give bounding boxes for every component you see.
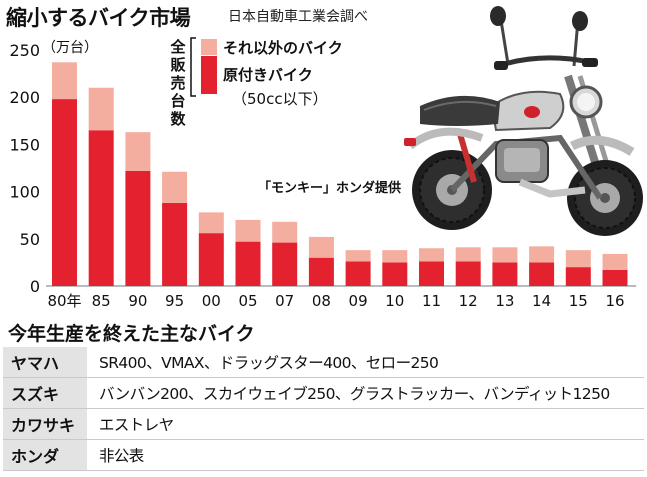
bar-segment-other bbox=[235, 219, 261, 242]
bar-segment-scooter bbox=[455, 261, 481, 286]
bar-segment-scooter bbox=[382, 262, 408, 286]
ylabel-char: 全 bbox=[169, 38, 186, 56]
bar-segment-scooter bbox=[308, 257, 334, 286]
table-row: ヤマハ SR400、VMAX、ドラッグスター400、セロー250 bbox=[3, 347, 644, 378]
legend-label-scooter: 原付きバイク bbox=[223, 66, 313, 84]
bar-segment-scooter bbox=[345, 261, 371, 286]
ylabel-char: 数 bbox=[170, 110, 186, 128]
photo-credit: 「モンキー」ホンダ提供 bbox=[258, 181, 402, 196]
models-cell: 非公表 bbox=[87, 439, 644, 471]
bar-segment-scooter bbox=[565, 267, 591, 286]
x-tick-label: 11 bbox=[422, 292, 441, 310]
discontinued-bikes-table: ヤマハ SR400、VMAX、ドラッグスター400、セロー250 スズキ バンバ… bbox=[3, 347, 644, 471]
x-tick-label: 13 bbox=[495, 292, 514, 310]
bar-segment-other bbox=[565, 250, 591, 268]
bar-segment-scooter bbox=[162, 202, 188, 286]
bar-segment-other bbox=[382, 250, 408, 263]
table-row: スズキ バンバン200、スカイウェイブ250、グラストラッカー、バンディット12… bbox=[3, 377, 644, 409]
x-tick-label: 10 bbox=[385, 292, 404, 310]
bar-segment-scooter bbox=[198, 233, 224, 286]
bar-segment-other bbox=[492, 247, 518, 263]
legend-swatch-scooter bbox=[201, 56, 217, 94]
x-tick-label: 16 bbox=[605, 292, 624, 310]
x-tick-label: 15 bbox=[569, 292, 588, 310]
ylabel-char: 台 bbox=[170, 92, 185, 110]
bar-segment-other bbox=[88, 87, 114, 131]
x-tick-label: 08 bbox=[312, 292, 331, 310]
x-tick-label: 95 bbox=[165, 292, 184, 310]
y-tick-label: 150 bbox=[9, 135, 40, 154]
bar-segment-scooter bbox=[272, 242, 298, 286]
bar-segment-scooter bbox=[52, 99, 77, 286]
bar-segment-other bbox=[198, 212, 224, 234]
models-cell: エストレヤ bbox=[87, 408, 644, 440]
bar-segment-scooter bbox=[125, 170, 151, 286]
bar-segment-scooter bbox=[602, 269, 628, 286]
y-tick-label: 250 bbox=[9, 41, 40, 60]
bar-segment-other bbox=[162, 171, 188, 203]
legend-swatch-other bbox=[201, 39, 217, 55]
ylabel-char: 売 bbox=[170, 74, 185, 92]
source-note: 日本自動車工業会調べ bbox=[228, 9, 368, 25]
bar-segment-other bbox=[345, 250, 371, 262]
x-tick-label: 85 bbox=[92, 292, 111, 310]
x-tick-label: 80年 bbox=[47, 292, 81, 310]
bar-segment-scooter bbox=[235, 241, 261, 286]
legend-label-other: それ以外のバイク bbox=[223, 39, 343, 57]
x-tick-label: 14 bbox=[532, 292, 551, 310]
maker-cell: カワサキ bbox=[3, 408, 87, 440]
bar-segment-other bbox=[529, 246, 555, 263]
maker-cell: ヤマハ bbox=[3, 347, 87, 378]
x-tick-label: 90 bbox=[128, 292, 147, 310]
motorcycle-photo bbox=[404, 6, 643, 236]
legend-sublabel-scooter: （50cc以下） bbox=[232, 90, 328, 108]
bar-segment-other bbox=[455, 247, 481, 262]
table-row: カワサキ エストレヤ bbox=[3, 408, 644, 440]
models-cell: SR400、VMAX、ドラッグスター400、セロー250 bbox=[99, 354, 439, 372]
bar-segment-other bbox=[52, 62, 77, 100]
legend-bracket bbox=[190, 37, 196, 97]
unit-label: （万台） bbox=[42, 40, 98, 56]
ylabel-char: 販 bbox=[170, 56, 186, 74]
bar-segment-other bbox=[308, 236, 334, 258]
x-tick-label: 12 bbox=[459, 292, 478, 310]
maker-cell: ホンダ bbox=[3, 439, 87, 471]
maker-cell: スズキ bbox=[3, 377, 87, 409]
models-cell: バンバン200、スカイウェイブ250、グラストラッカー、バンディット1250 bbox=[87, 377, 644, 409]
x-tick-label: 00 bbox=[202, 292, 221, 310]
bar-segment-scooter bbox=[529, 262, 555, 286]
x-tick-label: 05 bbox=[238, 292, 257, 310]
bar-segment-scooter bbox=[492, 262, 518, 286]
x-tick-label: 07 bbox=[275, 292, 294, 310]
bar-segment-other bbox=[125, 132, 151, 171]
y-tick-label: 50 bbox=[20, 230, 40, 249]
chart-title: 縮小するバイク市場 bbox=[6, 6, 191, 30]
y-tick-label: 200 bbox=[9, 88, 40, 107]
bar-segment-other bbox=[602, 253, 628, 270]
bar-segment-other bbox=[272, 221, 298, 243]
x-tick-label: 09 bbox=[349, 292, 368, 310]
table-row: ホンダ 非公表 bbox=[3, 439, 644, 471]
bar-chart: （万台） 0 50 100 150 200 250 80年 85 90 95 00 05 07 08 09… bbox=[9, 37, 637, 310]
section-title: 今年生産を終えた主なバイク bbox=[8, 323, 255, 345]
y-tick-label: 100 bbox=[9, 183, 40, 202]
y-tick-label: 0 bbox=[30, 277, 40, 296]
bar-segment-scooter bbox=[88, 130, 114, 286]
bar-segment-other bbox=[419, 248, 444, 262]
bar-segment-scooter bbox=[419, 261, 444, 286]
